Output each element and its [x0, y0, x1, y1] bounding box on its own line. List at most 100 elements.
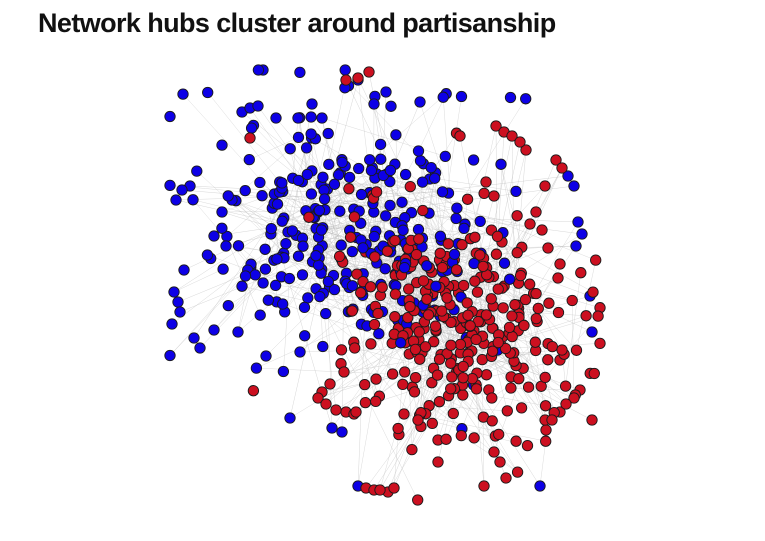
- network-node-red: [406, 443, 418, 456]
- network-node-red: [312, 392, 324, 404]
- network-node-blue: [164, 179, 176, 192]
- network-node-red: [500, 472, 512, 484]
- network-node-red: [376, 281, 388, 293]
- network-node-red: [499, 342, 512, 355]
- network-edge: [525, 299, 548, 360]
- network-node-red: [469, 275, 481, 287]
- network-node-red: [469, 231, 481, 243]
- network-node-red: [434, 247, 446, 259]
- network-node-blue: [412, 223, 425, 236]
- network-node-red: [369, 251, 381, 263]
- network-node-red: [417, 204, 429, 217]
- network-node-blue: [328, 283, 341, 296]
- network-node-red: [351, 268, 363, 280]
- network-node-red: [542, 354, 554, 366]
- network-node-blue: [416, 176, 429, 188]
- network-node-red: [419, 341, 432, 353]
- network-node-blue: [177, 88, 189, 100]
- network-node-blue: [397, 224, 409, 236]
- network-node-red: [398, 408, 410, 420]
- network-node-red: [515, 402, 528, 414]
- network-node-red: [490, 120, 502, 132]
- network-edge: [434, 178, 517, 192]
- network-node-blue: [283, 272, 296, 285]
- network-node-red: [372, 307, 384, 320]
- network-node-red: [340, 74, 352, 86]
- network-node-blue: [568, 180, 580, 192]
- network-node-red: [456, 239, 468, 251]
- network-edge: [418, 93, 447, 152]
- network-node-blue: [305, 128, 317, 140]
- network-node-red: [550, 154, 562, 166]
- network-node-blue: [276, 215, 288, 227]
- network-node-red: [386, 368, 399, 380]
- network-node-blue: [292, 112, 304, 124]
- network-node-red: [397, 378, 409, 391]
- network-node-red: [477, 260, 489, 273]
- network-node-red: [540, 435, 552, 447]
- network-node-blue: [194, 342, 206, 354]
- network-edge: [289, 148, 317, 256]
- network-edge: [193, 193, 291, 339]
- network-node-red: [570, 344, 583, 356]
- network-node-blue: [364, 154, 376, 166]
- network-node-blue: [322, 275, 334, 288]
- network-node-blue: [355, 188, 368, 201]
- network-node-red: [338, 366, 350, 378]
- network-node-red: [320, 398, 332, 410]
- network-node-red: [588, 367, 600, 380]
- network-node-red: [352, 72, 364, 84]
- network-edge: [169, 269, 248, 356]
- network-node-red: [388, 482, 400, 494]
- network-node-blue: [451, 202, 463, 214]
- network-node-red: [468, 432, 480, 444]
- network-node-red: [381, 245, 394, 257]
- network-edge: [482, 349, 553, 421]
- network-node-red: [408, 386, 421, 398]
- network-node-red: [559, 380, 572, 392]
- network-node-red: [457, 372, 469, 384]
- network-node-blue: [448, 248, 461, 260]
- network-node-blue: [346, 280, 359, 292]
- network-node-blue: [236, 280, 248, 292]
- network-node-blue: [284, 412, 296, 424]
- network-edge: [177, 235, 339, 303]
- network-node-blue: [312, 259, 325, 271]
- network-edge: [328, 79, 347, 165]
- network-node-red: [552, 306, 565, 319]
- network-node-blue: [467, 154, 480, 166]
- network-node-red: [344, 231, 357, 243]
- network-node-blue: [335, 239, 347, 251]
- network-node-red: [436, 305, 448, 317]
- network-node-blue: [425, 161, 437, 174]
- network-node-red: [529, 336, 541, 348]
- network-edge: [327, 189, 376, 402]
- network-edge: [321, 117, 363, 292]
- network-node-blue: [412, 145, 425, 157]
- network-node-blue: [259, 263, 272, 275]
- network-node-red: [497, 302, 509, 314]
- network-node-blue: [421, 260, 433, 272]
- network-node-blue: [269, 279, 282, 292]
- network-node-red: [488, 446, 500, 458]
- network-edge: [538, 308, 577, 351]
- network-node-red: [539, 180, 551, 192]
- network-node-blue: [301, 168, 313, 181]
- network-edge: [284, 264, 319, 313]
- network-node-red: [428, 336, 440, 348]
- network-node-blue: [256, 190, 268, 202]
- network-node-blue: [222, 190, 234, 202]
- network-node-red: [486, 392, 498, 404]
- network-node-blue: [586, 326, 598, 338]
- network-node-red: [343, 183, 355, 195]
- network-node-blue: [276, 177, 288, 189]
- network-node-blue: [495, 158, 507, 170]
- network-node-blue: [317, 340, 329, 353]
- network-node-red: [485, 293, 497, 305]
- network-node-blue: [380, 86, 392, 98]
- network-nodes: [164, 64, 606, 506]
- network-node-red: [441, 292, 453, 304]
- network-node-blue: [430, 280, 442, 292]
- network-edge: [275, 117, 351, 207]
- network-node-red: [324, 378, 336, 390]
